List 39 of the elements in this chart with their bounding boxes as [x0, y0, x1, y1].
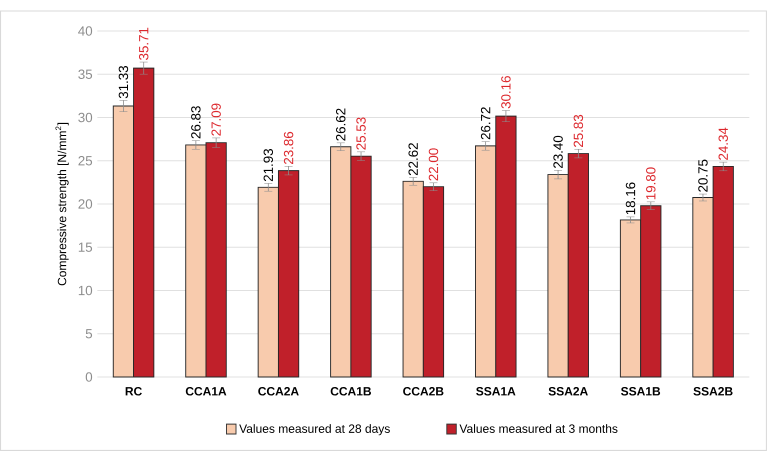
y-tick-label: 25: [78, 156, 92, 166]
data-label: 26.83: [191, 106, 201, 138]
x-tick-label: RC: [126, 387, 142, 396]
data-label: 26.72: [480, 107, 490, 140]
x-tick-label: CCA1A: [186, 387, 226, 396]
data-label: 27.09: [211, 104, 221, 136]
y-tick-label: 35: [78, 70, 92, 79]
x-tick-label: SSA1B: [621, 387, 660, 396]
data-label: 23.86: [284, 132, 294, 164]
data-label: 22.62: [408, 143, 418, 176]
legend-label: Values measured at 28 days: [239, 424, 390, 436]
data-label: 20.75: [698, 160, 708, 192]
data-label: 18.16: [626, 182, 636, 214]
y-tick-label: 30: [78, 112, 92, 122]
y-tick-label: 0: [86, 372, 92, 382]
x-tick-label: SSA2A: [548, 387, 588, 396]
legend-label: Values measured at 3 months: [459, 424, 618, 433]
data-label: 19.80: [646, 167, 656, 200]
x-tick-label: CCA2A: [258, 387, 299, 396]
x-tick-label: CCA2B: [403, 387, 444, 396]
data-label: 30.16: [501, 76, 511, 108]
data-label: 23.40: [553, 136, 563, 168]
y-tick-label: 40: [78, 26, 92, 36]
data-label: 22.00: [428, 148, 438, 181]
x-tick-label: SSA2B: [693, 387, 733, 396]
x-tick-label: CCA1B: [330, 387, 371, 396]
x-tick-label: SSA1A: [476, 387, 516, 396]
data-label: 21.93: [264, 149, 274, 182]
data-label: 35.71: [138, 28, 148, 60]
y-tick-label: 5: [86, 329, 92, 338]
data-label: 25.53: [356, 117, 366, 150]
y-axis-title: Compressive strength [N/mm$^{2}$]: [55, 122, 69, 286]
y-tick-label: 15: [78, 242, 92, 252]
y-tick-label: 20: [78, 199, 92, 209]
data-label: 25.83: [574, 114, 584, 147]
data-label: 31.33: [118, 66, 128, 98]
data-label: 26.62: [336, 108, 346, 141]
data-label: 24.34: [718, 128, 728, 160]
y-tick-label: 10: [78, 286, 92, 296]
